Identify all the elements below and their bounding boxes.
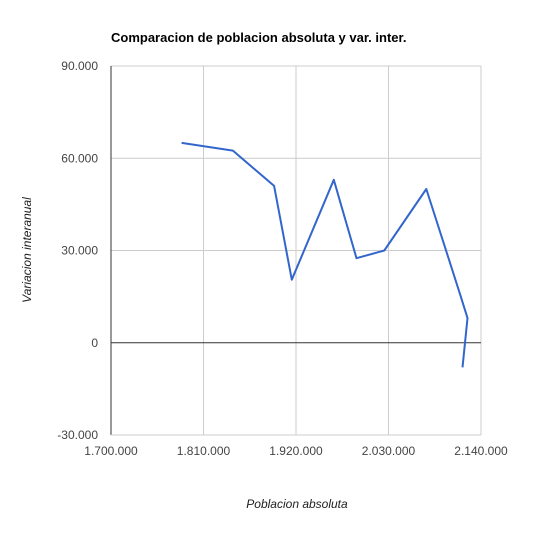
y-tick-label: -30.000 [57, 428, 98, 442]
x-tick-label: 1.810.000 [177, 444, 231, 458]
series-group [181, 141, 469, 368]
x-tick-label: 2.030.000 [362, 444, 416, 458]
y-axis-title: Variacion interanual [20, 197, 34, 303]
x-tick-label: 1.700.000 [84, 444, 138, 458]
y-tick-label: 60.000 [61, 151, 98, 165]
x-tick-label: 1.920.000 [269, 444, 323, 458]
chart-title: Comparacion de poblacion absoluta y var.… [111, 30, 406, 45]
y-tick-label: 0 [91, 336, 98, 350]
y-tick-label: 90.000 [61, 59, 98, 73]
y-tick-labels: 90.000 60.000 30.000 0 -30.000 [57, 59, 98, 442]
x-tick-labels: 1.700.000 1.810.000 1.920.000 2.030.000 2.14… [84, 444, 508, 458]
plot-frame [110, 66, 481, 436]
x-axis-title: Poblacion absoluta [246, 497, 348, 511]
y-tick-label: 30.000 [61, 244, 98, 258]
x-tick-label: 2.140.000 [454, 444, 508, 458]
series-line [181, 141, 469, 368]
gridlines [110, 65, 482, 436]
